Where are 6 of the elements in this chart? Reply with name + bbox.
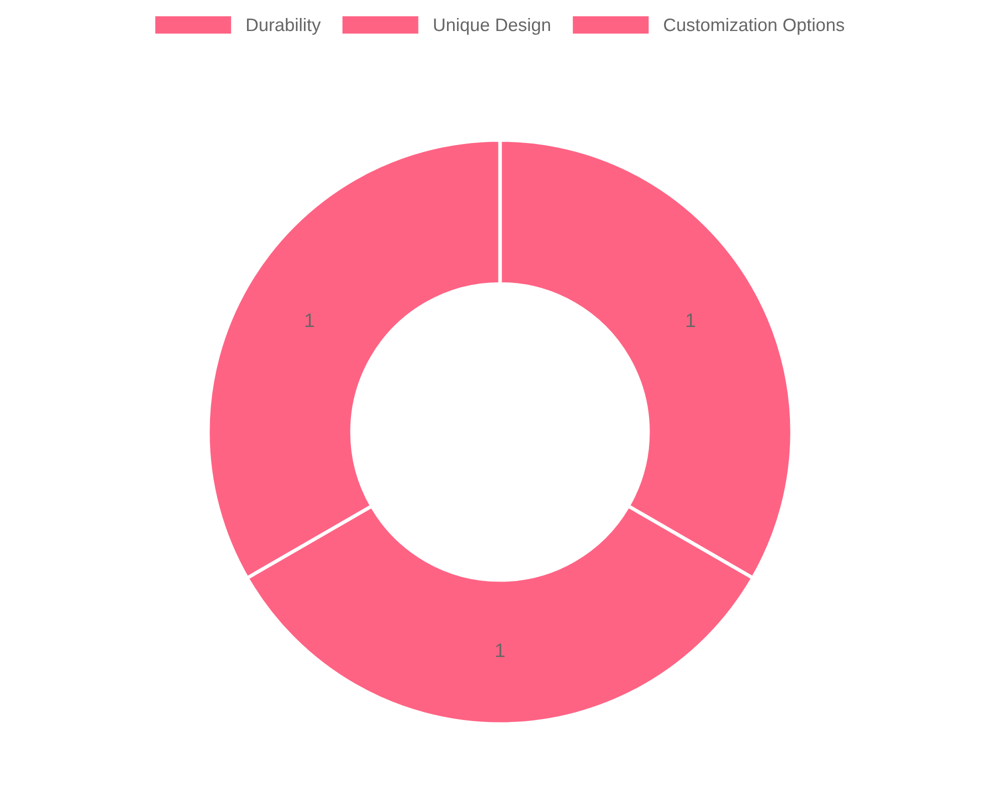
data-label: 1 <box>496 644 504 658</box>
legend-label: Durability <box>247 18 321 35</box>
legend-label: Customization Options <box>664 18 844 35</box>
legend-label: Unique Design <box>434 18 550 35</box>
data-label: 1 <box>306 314 314 328</box>
data-label: 1 <box>686 314 696 328</box>
